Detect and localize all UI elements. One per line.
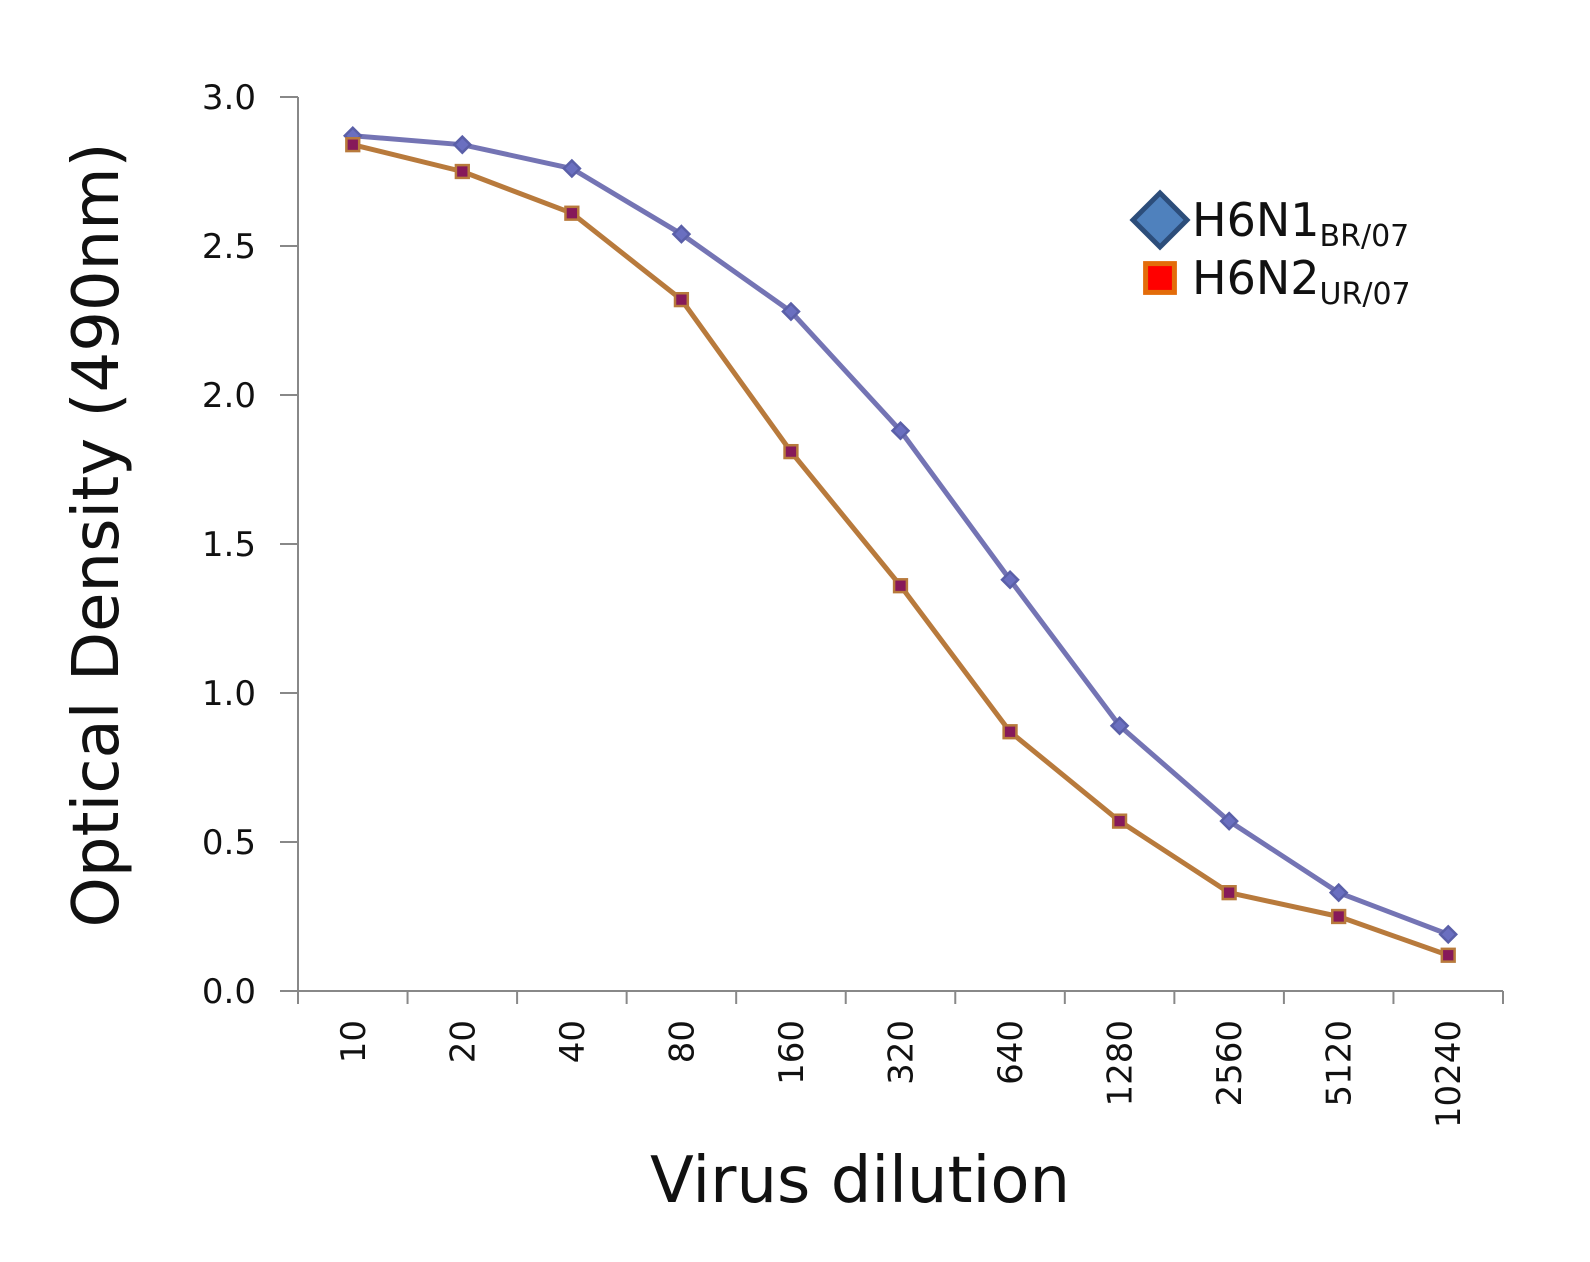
data-point [1111, 813, 1128, 829]
x-tick-label: 640 [991, 1020, 1031, 1085]
data-point [1331, 908, 1347, 925]
data-point [1219, 811, 1239, 831]
y-tick-label: 1.5 [202, 525, 256, 565]
data-point [562, 158, 582, 179]
legend-label: H6N2UR/07 [1192, 251, 1411, 312]
x-tick-label: 80 [662, 1020, 702, 1063]
x-tick-label: 5120 [1320, 1020, 1360, 1107]
y-tick-label: 2.0 [202, 376, 256, 416]
data-point [345, 137, 361, 153]
x-tick-label: 2560 [1210, 1020, 1250, 1107]
legend-marker [1143, 261, 1177, 295]
data-point [673, 291, 690, 308]
legend-name: H6N1 [1192, 193, 1320, 247]
legend-subscript: BR/07 [1320, 219, 1410, 254]
x-axis-title: Virus dilution [650, 1144, 1070, 1218]
y-tick-label: 1.0 [202, 674, 256, 714]
data-point [1440, 947, 1456, 963]
y-tick-label: 0.5 [202, 823, 256, 863]
data-point [1221, 885, 1237, 901]
legend-label: H6N1BR/07 [1192, 193, 1409, 254]
y-tick-label: 2.5 [202, 227, 256, 267]
legend-subscript: UR/07 [1320, 277, 1411, 312]
x-tick-label: 20 [443, 1020, 483, 1063]
data-point [1109, 716, 1130, 736]
data-point [671, 224, 692, 244]
data-point [1328, 882, 1349, 903]
legend-marker [1129, 189, 1191, 251]
data-point [783, 443, 799, 460]
y-tick-label: 3.0 [202, 78, 256, 118]
data-point [890, 420, 911, 441]
legend-name: H6N2 [1192, 251, 1320, 305]
x-tick-label: 320 [882, 1020, 922, 1085]
x-tick-label: 40 [553, 1020, 593, 1063]
x-tick-label: 1280 [1101, 1020, 1141, 1107]
data-point [1002, 724, 1018, 740]
x-tick-label: 160 [772, 1020, 812, 1085]
data-point [564, 205, 580, 221]
x-tick-label: 10240 [1429, 1020, 1469, 1128]
data-point [454, 163, 470, 180]
data-point [892, 578, 909, 594]
y-tick-label: 0.0 [202, 972, 256, 1012]
x-tick-label: 10 [334, 1020, 374, 1063]
data-point [781, 301, 801, 322]
data-point [1000, 569, 1020, 590]
data-point [452, 134, 473, 155]
data-point [1438, 924, 1458, 945]
y-axis-title: Optical Density (490nm) [60, 142, 134, 927]
